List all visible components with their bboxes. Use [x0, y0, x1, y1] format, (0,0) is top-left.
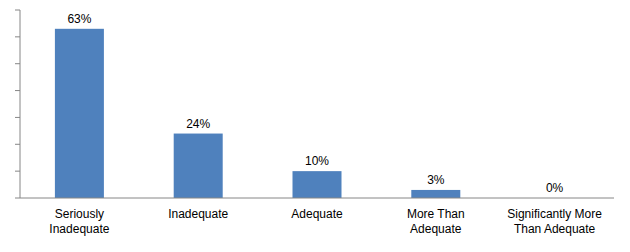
- x-tick-label-line: Inadequate: [49, 222, 109, 236]
- chart: 63%24%10%3%0%SeriouslyInadequateInadequa…: [0, 0, 630, 252]
- data-label: 24%: [186, 117, 210, 131]
- x-tick-label-line: Seriously: [55, 207, 104, 221]
- bar: [174, 134, 223, 198]
- x-tick-label: Adequate: [291, 207, 343, 221]
- x-tick-label-line: More Than: [407, 207, 465, 221]
- y-axis: [20, 10, 21, 198]
- x-tick-label-line: Than Adequate: [514, 222, 596, 236]
- y-tick: [15, 198, 20, 199]
- data-label: 63%: [67, 12, 91, 26]
- x-tick-label-line: Adequate: [410, 222, 462, 236]
- y-tick: [15, 117, 20, 118]
- x-tick-label: More ThanAdequate: [407, 207, 465, 236]
- y-tick: [15, 63, 20, 64]
- x-axis: [20, 198, 614, 199]
- data-label: 0%: [546, 181, 564, 195]
- x-tick-label-line: Inadequate: [168, 207, 228, 221]
- bar: [293, 171, 342, 198]
- bar: [411, 190, 460, 198]
- y-tick: [15, 144, 20, 145]
- x-tick-label: SeriouslyInadequate: [49, 207, 109, 236]
- x-tick-label-line: Significantly More: [507, 207, 602, 221]
- data-label: 10%: [305, 154, 329, 168]
- x-tick-label: Significantly MoreThan Adequate: [507, 207, 602, 236]
- x-tick-label: Inadequate: [168, 207, 228, 221]
- x-tick-label-line: Adequate: [291, 207, 343, 221]
- bars: [55, 29, 460, 198]
- y-tick: [15, 90, 20, 91]
- y-tick: [15, 10, 20, 11]
- y-tick: [15, 171, 20, 172]
- data-label: 3%: [427, 173, 445, 187]
- y-tick: [15, 36, 20, 37]
- bar: [55, 29, 104, 198]
